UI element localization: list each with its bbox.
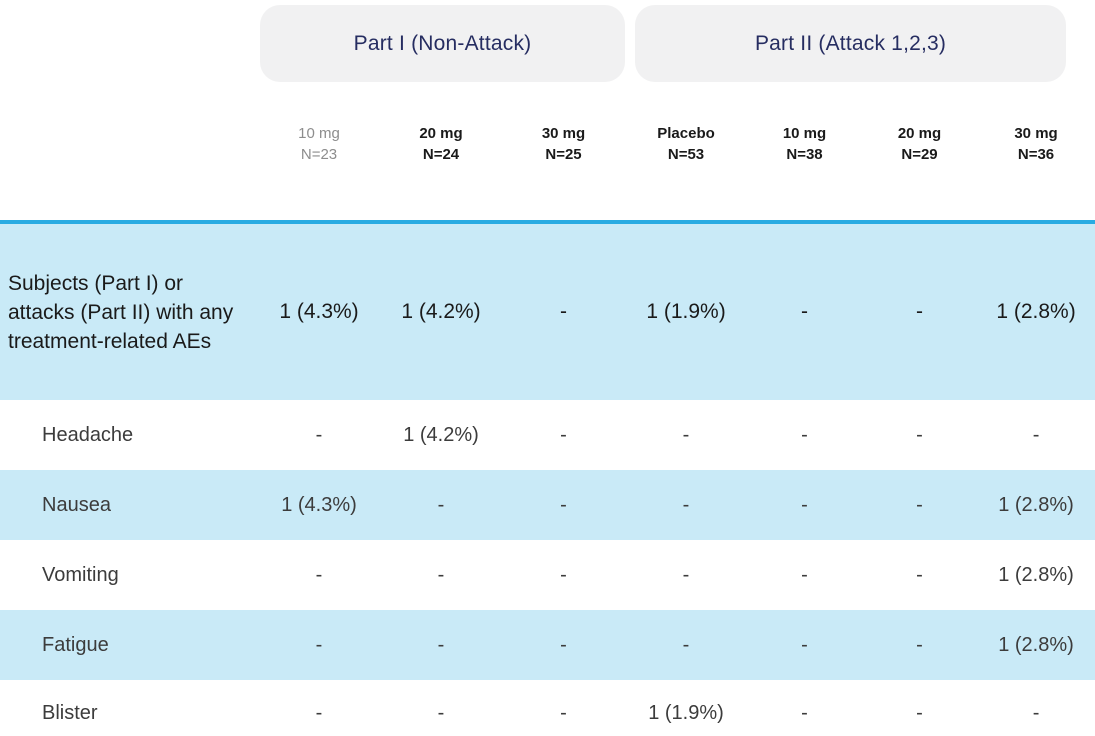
dose-label: 20 mg <box>897 125 942 142</box>
cell-value: 1 (2.8%) <box>977 220 1095 400</box>
cell-value: - <box>502 470 626 540</box>
column-header-20mg-part2: 20 mg N=29 <box>862 82 977 222</box>
dose-label: 30 mg <box>1014 125 1058 142</box>
cell-value: 1 (4.2%) <box>403 423 479 446</box>
dose-label: 10 mg <box>782 125 827 142</box>
cell-value: - <box>916 563 923 586</box>
row-label: Headache <box>42 423 134 446</box>
n-label: N=25 <box>545 146 582 163</box>
row-label: Subjects (Part I) or attacks (Part II) w… <box>0 220 258 400</box>
n-label: N=38 <box>786 146 823 163</box>
cell-value: - <box>380 610 502 680</box>
cell-value: - <box>801 563 808 586</box>
cell-value: - <box>315 563 323 586</box>
cell-value: - <box>258 610 380 680</box>
cell-value: 1 (4.2%) <box>380 220 502 400</box>
cell-value: - <box>916 423 923 446</box>
row-label: Fatigue <box>0 610 258 680</box>
n-label: N=24 <box>422 146 460 163</box>
cell-value: 1 (1.9%) <box>625 220 748 400</box>
n-label: N=53 <box>667 146 705 163</box>
dose-label: 30 mg <box>541 125 586 142</box>
table-row-fatigue: Fatigue - - - - - - 1 (2.8%) <box>0 610 1095 680</box>
cell-value: - <box>380 470 502 540</box>
cell-value: - <box>560 423 567 446</box>
cell-value: - <box>682 423 690 446</box>
corner-spacer <box>0 0 258 82</box>
cell-value: 1 (2.8%) <box>977 470 1095 540</box>
table-row-vomiting: Vomiting - - - - - - 1 (2.8%) <box>0 540 1095 610</box>
cell-value: 1 (2.8%) <box>998 563 1074 586</box>
cell-value: 1 (2.8%) <box>977 610 1095 680</box>
column-header-10mg-part1: 10 mg N=23 <box>258 82 380 222</box>
column-header-20mg-part1: 20 mg N=24 <box>380 82 502 222</box>
dose-label: 20 mg <box>419 125 463 142</box>
dose-label: Placebo <box>657 125 715 142</box>
n-label: N=29 <box>901 146 938 163</box>
cell-value: - <box>747 220 863 400</box>
n-label: N=36 <box>1017 146 1055 163</box>
cell-value: - <box>315 423 323 446</box>
cell-value: - <box>977 680 1095 736</box>
cell-value: 1 (1.9%) <box>625 680 748 736</box>
cell-value: - <box>502 220 626 400</box>
part1-header-label: Part I (Non-Attack) <box>353 31 532 55</box>
cell-value: - <box>625 610 748 680</box>
cell-value: - <box>862 470 978 540</box>
part2-header-label: Part II (Attack 1,2,3) <box>754 31 947 55</box>
row-label: Nausea <box>0 470 258 540</box>
row-label: Blister <box>0 680 258 736</box>
part-header-row: Part I (Non-Attack) Part II (Attack 1,2,… <box>0 0 1095 82</box>
cell-value: - <box>801 423 808 446</box>
dose-label: 10 mg <box>298 125 340 142</box>
cell-value: - <box>502 680 626 736</box>
part1-header-pill: Part I (Non-Attack) <box>260 5 626 82</box>
cell-value: - <box>437 563 445 586</box>
cell-value: - <box>560 563 567 586</box>
n-label: N=23 <box>300 146 338 163</box>
cell-value: - <box>747 680 863 736</box>
cell-value: - <box>862 680 978 736</box>
table-row-treatment-related-aes: Subjects (Part I) or attacks (Part II) w… <box>0 220 1095 400</box>
row-label-header-spacer <box>0 82 258 222</box>
cell-value: - <box>682 563 690 586</box>
cell-value: - <box>747 610 863 680</box>
column-header-10mg-part2: 10 mg N=38 <box>747 82 862 222</box>
cell-value: 1 (4.3%) <box>258 470 380 540</box>
cell-value: - <box>862 220 978 400</box>
table-row-nausea: Nausea 1 (4.3%) - - - - - 1 (2.8%) <box>0 470 1095 540</box>
cell-value: - <box>380 680 502 736</box>
column-header-placebo: Placebo N=53 <box>625 82 747 222</box>
cell-value: - <box>625 470 748 540</box>
cell-value: - <box>258 680 380 736</box>
cell-value: 1 (4.3%) <box>258 220 380 400</box>
cell-value: - <box>747 470 863 540</box>
row-label: Vomiting <box>42 563 119 586</box>
cell-value: - <box>1032 423 1040 446</box>
table-row-blister: Blister - - - 1 (1.9%) - - - <box>0 680 1095 736</box>
part2-header-pill: Part II (Attack 1,2,3) <box>635 5 1067 82</box>
column-header-row: 10 mg N=23 20 mg N=24 30 mg N=25 Placebo… <box>0 82 1095 222</box>
table-row-headache: Headache - 1 (4.2%) - - - - - <box>0 400 1095 470</box>
column-header-30mg-part2: 30 mg N=36 <box>977 82 1095 222</box>
column-header-30mg-part1: 30 mg N=25 <box>502 82 625 222</box>
cell-value: - <box>862 610 978 680</box>
cell-value: - <box>502 610 626 680</box>
